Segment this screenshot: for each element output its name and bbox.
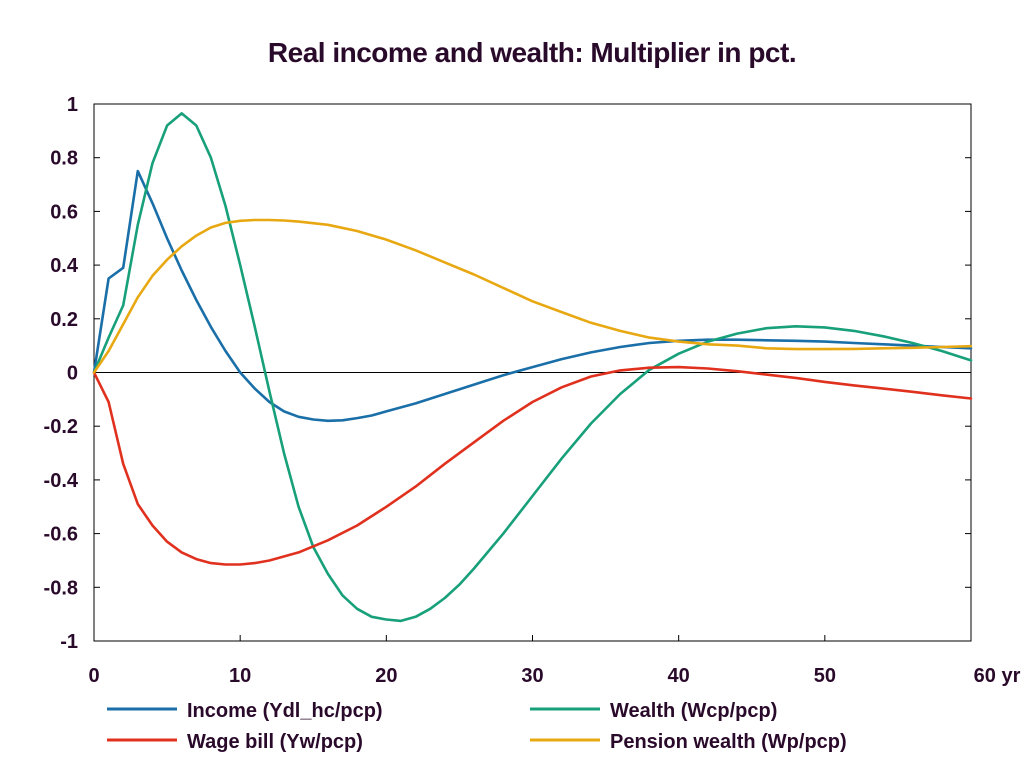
series-layer bbox=[92, 112, 973, 623]
chart-title: Real income and wealth: Multiplier in pc… bbox=[268, 37, 796, 68]
y-tick-label: 1 bbox=[67, 94, 78, 116]
plot-frame bbox=[93, 103, 972, 642]
y-tick-label: 0 bbox=[67, 363, 78, 385]
y-tick-label: 0.6 bbox=[50, 201, 78, 223]
y-tick-label: 0.2 bbox=[50, 309, 78, 331]
y-tick-label: 0.4 bbox=[50, 255, 79, 277]
y-tick-label: -0.6 bbox=[44, 524, 78, 546]
legend-label: Pension wealth (Wp/pcp) bbox=[610, 731, 847, 753]
x-tick-label: 10 bbox=[229, 665, 251, 687]
y-tick-label: -0.2 bbox=[44, 416, 78, 438]
x-tick-label: 40 bbox=[668, 665, 690, 687]
series-line-4-pension bbox=[92, 218, 973, 374]
x-tick-label: 0 bbox=[88, 665, 99, 687]
legend-label: Wealth (Wcp/pcp) bbox=[610, 700, 777, 722]
y-tick-label: 0.8 bbox=[50, 148, 78, 170]
y-tick-label: -1 bbox=[60, 631, 78, 653]
series-line-3-wage bbox=[92, 365, 973, 566]
legend-label: Wage bill (Yw/pcp) bbox=[187, 731, 363, 753]
series-line-2-wealth bbox=[92, 112, 973, 623]
legend-label: Income (Ydl_hc/pcp) bbox=[187, 700, 383, 722]
legend: Income (Ydl_hc/pcp) Wealth (Wcp/pcp) Wage … bbox=[107, 700, 847, 753]
y-axis: -1 -0.8 -0.6 -0.4 -0.2 0 0.2 0.4 0.6 0.8 1 bbox=[44, 94, 971, 653]
series-line-1-income bbox=[92, 169, 973, 423]
x-tick-label: 60 yr bbox=[974, 665, 1021, 687]
x-tick-label: 50 bbox=[814, 665, 836, 687]
y-tick-label: -0.4 bbox=[44, 470, 79, 492]
x-tick-label: 30 bbox=[521, 665, 543, 687]
x-tick-label: 20 bbox=[375, 665, 397, 687]
x-axis: 0 10 20 30 40 50 60 yr bbox=[88, 635, 1021, 687]
y-tick-label: -0.8 bbox=[44, 577, 78, 599]
